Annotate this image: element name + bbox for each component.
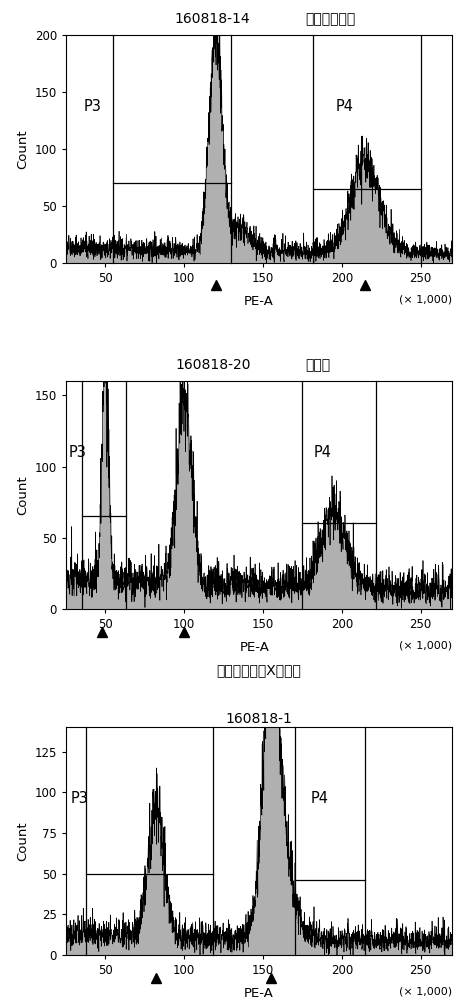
Text: PE-A: PE-A <box>240 641 269 654</box>
Text: P3: P3 <box>83 99 101 114</box>
Title: 160818-1: 160818-1 <box>226 712 292 726</box>
Y-axis label: Count: Count <box>16 129 29 169</box>
Text: P3: P3 <box>69 445 87 460</box>
Text: 小白菜: 小白菜 <box>305 358 331 372</box>
Text: P4: P4 <box>313 445 332 460</box>
Text: PE-A: PE-A <box>244 987 274 1000</box>
Text: 埃塞俄比亚芥: 埃塞俄比亚芥 <box>305 12 356 26</box>
Y-axis label: Count: Count <box>16 821 29 861</box>
Text: P4: P4 <box>335 99 354 114</box>
Text: (× 1,000): (× 1,000) <box>399 641 452 651</box>
Y-axis label: Count: Count <box>16 475 29 515</box>
Text: 160818-20: 160818-20 <box>175 358 251 372</box>
Text: (× 1,000): (× 1,000) <box>399 295 452 305</box>
Text: (× 1,000): (× 1,000) <box>399 987 452 997</box>
Text: P3: P3 <box>71 791 89 806</box>
Text: PE-A: PE-A <box>244 295 274 308</box>
Text: 埃塞俄比亚芥X小白菜: 埃塞俄比亚芥X小白菜 <box>217 663 301 677</box>
Text: 160818-14: 160818-14 <box>175 12 251 26</box>
Text: P4: P4 <box>310 791 328 806</box>
